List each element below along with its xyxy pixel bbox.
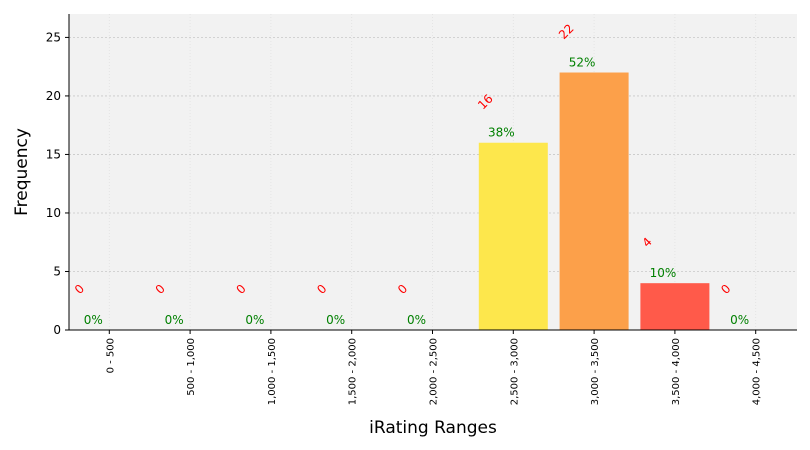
- percent-label: 52%: [569, 56, 596, 70]
- x-tick-label: 4,000 - 4,500: [752, 338, 763, 405]
- y-axis-title: Frequency: [12, 128, 32, 216]
- percent-label: 0%: [407, 313, 426, 327]
- y-tick-label: 10: [46, 206, 61, 220]
- percent-label: 0%: [84, 313, 103, 327]
- x-axis-title: iRating Ranges: [369, 418, 497, 438]
- x-tick-label: 0 - 500: [105, 338, 116, 373]
- y-tick-label: 0: [53, 323, 61, 337]
- x-tick-label: 1,000 - 1,500: [267, 338, 278, 405]
- x-tick-label: 1,500 - 2,000: [348, 338, 359, 405]
- percent-label: 0%: [165, 313, 184, 327]
- bar-3,000 - 3,500: [559, 72, 629, 330]
- percent-label: 0%: [326, 313, 345, 327]
- grid-lines: [69, 14, 797, 330]
- x-ticks-group: 0 - 500 500 - 1,000 1,000 - 1,500 1,500 - 2…: [105, 330, 763, 405]
- x-tick-label: 500 - 1,000: [186, 338, 197, 396]
- x-tick-label: 2,500 - 3,000: [509, 338, 520, 405]
- x-tick-label: 3,500 - 4,000: [671, 338, 682, 405]
- bar-3,500 - 4,000: [640, 283, 710, 330]
- bar-2,500 - 3,000: [478, 142, 548, 330]
- x-tick-label: 2,000 - 2,500: [429, 338, 440, 405]
- percent-label: 38%: [488, 126, 515, 140]
- y-ticks-group: 0 5 10 15 20 25: [46, 30, 69, 337]
- y-tick-label: 25: [46, 30, 61, 44]
- y-tick-label: 20: [46, 89, 61, 103]
- plot-background: [69, 14, 797, 330]
- x-tick-label: 3,000 - 3,500: [590, 338, 601, 405]
- y-tick-label: 15: [46, 147, 61, 161]
- percent-label: 10%: [650, 266, 677, 280]
- percent-label: 0%: [245, 313, 264, 327]
- bars-group: [478, 72, 710, 330]
- percent-label: 0%: [730, 313, 749, 327]
- y-tick-label: 5: [53, 264, 61, 278]
